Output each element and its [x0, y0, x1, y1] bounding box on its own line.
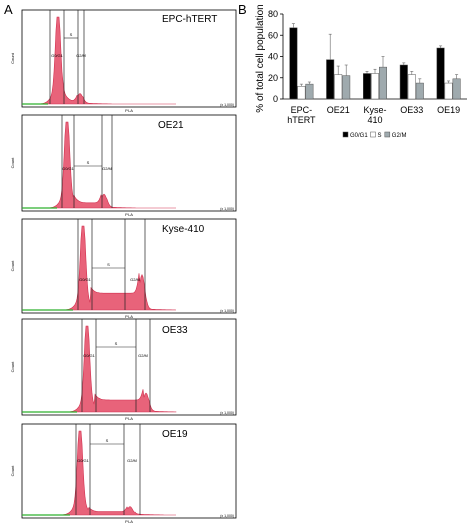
gate-label-g2m: G2/M	[127, 458, 137, 463]
gate-label-s: S	[107, 262, 110, 267]
histogram-title: EPC-hTERT	[162, 14, 217, 25]
x-tick-label: hTERT	[287, 115, 316, 125]
y-tick-label: 20	[268, 73, 278, 83]
y-tick-label: 60	[268, 30, 278, 40]
legend-label: G2/M	[392, 133, 407, 139]
legend-swatch	[342, 131, 349, 138]
panel-b-letter: B	[238, 2, 247, 17]
bar	[379, 66, 387, 100]
histogram-xmax-label: (x 1,000)	[220, 103, 234, 107]
gate-label-s: S	[115, 341, 118, 346]
histogram-xlabel: PI-A	[125, 212, 133, 217]
bar	[436, 47, 445, 100]
histogram-ylabel: Count	[10, 157, 15, 169]
histogram-frame	[21, 423, 237, 519]
legend-swatch	[370, 131, 376, 138]
panel-a-letter: A	[4, 2, 13, 17]
gate-label-s: S	[87, 160, 90, 165]
legend-swatch	[384, 131, 391, 138]
histogram-xmax-label: (x 1,000)	[220, 207, 234, 211]
histogram-panel: G0/G1 S G2/M Count PI-A (x 1,000) EPC-hTERT	[10, 9, 237, 113]
bar-axes: 0 20 40 60 80% of total cell population	[255, 4, 467, 113]
bar	[342, 75, 351, 100]
histogram-title: Kyse-410	[162, 224, 205, 235]
y-tick-label: 0	[273, 94, 278, 104]
histogram-xlabel: PI-A	[125, 519, 133, 524]
gate-label-g2m: G2/M	[76, 53, 86, 58]
bar	[415, 82, 424, 100]
histogram-frame	[21, 114, 237, 212]
gate-label-g0g1: G0/G1	[62, 166, 75, 171]
histogram-title: OE33	[162, 325, 188, 336]
histogram-xmax-label: (x 1,000)	[220, 411, 234, 415]
bar	[305, 83, 314, 100]
x-tick-label: OE33	[400, 105, 423, 115]
bar	[326, 59, 335, 100]
gate-label-g0g1: G0/G1	[77, 458, 90, 463]
histogram-area	[22, 16, 176, 105]
x-tick-label: Kyse-	[363, 105, 386, 115]
histogram-title: OE19	[162, 429, 188, 440]
histogram-title: OE21	[158, 120, 184, 131]
bar	[289, 27, 298, 100]
x-tick-label: OE19	[437, 105, 460, 115]
histogram-panel: G0/G1 S G2/M Count PI-A (x 1,000) OE19	[10, 423, 237, 524]
bar	[297, 86, 306, 100]
histogram-ylabel: Count	[10, 465, 15, 477]
gate-label-g0g1: G0/G1	[83, 353, 96, 358]
bar	[334, 74, 343, 100]
bar	[371, 73, 379, 100]
legend-label: S	[378, 133, 382, 139]
y-axis-title: % of total cell population	[255, 4, 266, 112]
histogram-xmax-label: (x 1,000)	[220, 514, 234, 518]
histogram-panel: G0/G1 S G2/M Count PI-A (x 1,000) OE21	[10, 114, 237, 217]
y-tick-label: 40	[268, 52, 278, 62]
histogram-xlabel: PI-A	[125, 314, 133, 319]
bar	[407, 74, 416, 100]
histogram-frame	[21, 318, 237, 416]
gate-label-g2m: G2/M	[102, 166, 112, 171]
bar	[399, 64, 408, 100]
histogram-xmax-label: (x 1,000)	[220, 309, 234, 313]
x-tick-label: OE21	[327, 105, 350, 115]
histogram-panel: G0/G1 S G2/M Count PI-A (x 1,000) OE33	[10, 318, 237, 421]
histogram-ylabel: Count	[10, 361, 15, 373]
x-tick-label: 410	[367, 115, 382, 125]
bar	[363, 73, 371, 100]
bar	[444, 82, 453, 100]
y-tick-label: 80	[268, 9, 278, 19]
histogram-ylabel: Count	[10, 260, 15, 272]
bar	[452, 78, 461, 100]
x-tick-label: EPC-	[291, 105, 313, 115]
legend-label: G0/G1	[350, 133, 368, 139]
gate-label-g0g1: G0/G1	[51, 53, 64, 58]
gate-label-s: S	[70, 32, 73, 37]
gate-label-s: S	[106, 438, 109, 443]
gate-label-g0g1: G0/G1	[79, 277, 92, 282]
histogram-xlabel: PI-A	[125, 416, 133, 421]
histogram-xlabel: PI-A	[125, 108, 133, 113]
gate-label-g2m: G2/M	[138, 353, 148, 358]
histogram-ylabel: Count	[10, 52, 15, 64]
histogram-panel: G0/G1 S G2/M Count PI-A (x 1,000) Kyse-410	[10, 218, 237, 319]
gate-label-g2m: G2/M	[130, 277, 140, 282]
legend: G0/G1 S G2/M	[342, 131, 407, 139]
